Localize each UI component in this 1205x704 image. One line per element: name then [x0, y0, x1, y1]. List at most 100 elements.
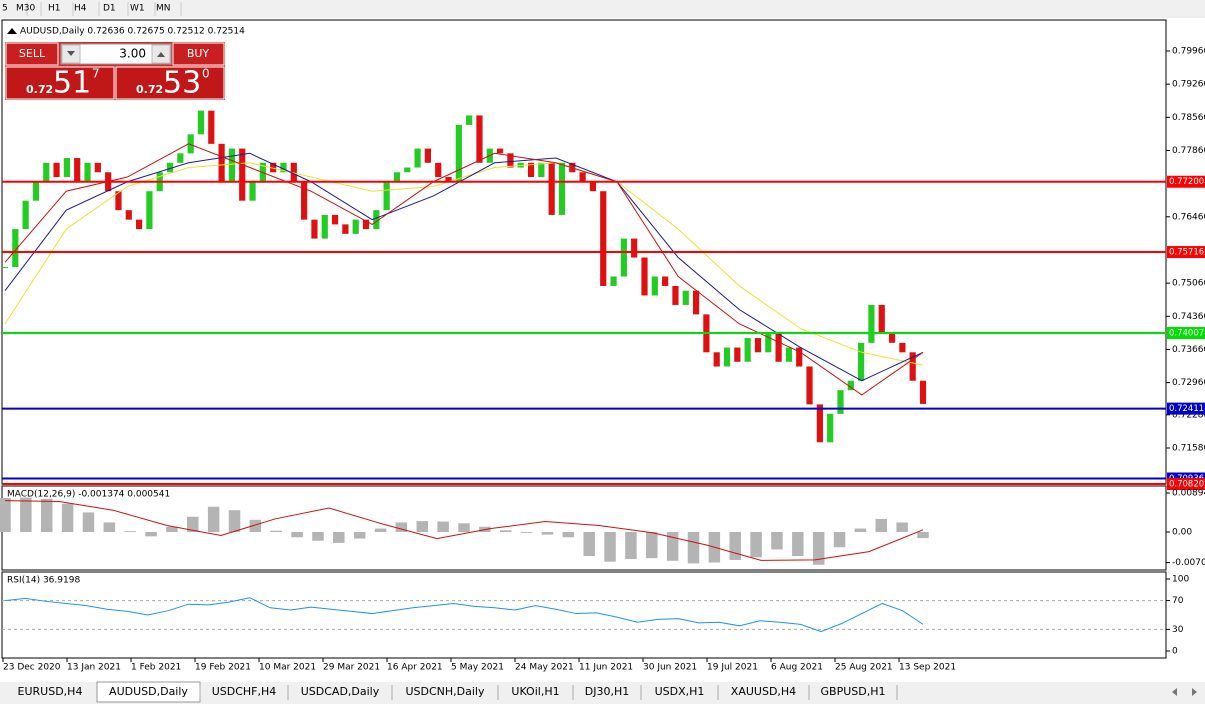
tab[interactable]: USDX,H1 [655, 685, 705, 698]
candle [301, 181, 308, 220]
up-icon [157, 52, 165, 57]
candle [94, 162, 101, 173]
sell-price-big: 51 [53, 66, 91, 101]
timeframe-button[interactable]: MN [156, 4, 171, 14]
candle [84, 162, 91, 182]
moving-average [4, 143, 924, 396]
candle [125, 210, 132, 220]
candle [909, 352, 916, 381]
sell-button[interactable] [5, 42, 59, 66]
candle [63, 158, 70, 178]
down-icon [67, 51, 75, 56]
rsi-header: RSI(14) 36.9198 [7, 576, 80, 586]
date-label: 6 Aug 2021 [771, 663, 823, 673]
candle [424, 148, 431, 163]
candle [847, 380, 854, 391]
date-label: 1 Feb 2021 [131, 663, 181, 673]
moving-average [4, 162, 924, 366]
tab[interactable]: XAUUSD,H4 [731, 685, 796, 698]
tab[interactable]: GBPUSD,H1 [821, 685, 886, 698]
macd-bar [270, 530, 282, 533]
macd-bar [499, 530, 512, 533]
tab[interactable]: USDCAD,Daily [301, 685, 380, 698]
macd-bar [103, 522, 116, 533]
level-label-box [1167, 478, 1205, 490]
macd-bar [20, 497, 32, 533]
rsi-pane [1, 571, 1167, 659]
macd-bar [917, 532, 929, 539]
candle [868, 304, 875, 343]
level-label: 0.77200 [1169, 177, 1204, 187]
volume-value[interactable]: 3.00 [119, 47, 146, 61]
candle [135, 219, 143, 230]
buy-price-prefix: 0.72 [136, 83, 163, 96]
macd-bar [61, 503, 74, 533]
tab-scroll-left[interactable] [1172, 688, 1177, 696]
tab[interactable]: USDCNH,Daily [405, 685, 485, 698]
candle [589, 181, 597, 192]
timeframe-button[interactable]: M30 [16, 4, 35, 14]
tab[interactable]: DJ30,H1 [585, 685, 629, 698]
macd-bar [625, 532, 637, 560]
tab[interactable]: EURUSD,H4 [18, 685, 83, 698]
candle [476, 115, 483, 163]
date-label: 5 May 2021 [451, 663, 504, 673]
tab[interactable]: UKOil,H1 [511, 685, 559, 698]
date-label: 29 Mar 2021 [323, 663, 380, 673]
macd-bar [812, 532, 825, 565]
volume-input[interactable] [60, 43, 172, 65]
buy-button[interactable] [172, 42, 225, 66]
tab-scroll-right[interactable] [1192, 688, 1197, 696]
sell-label[interactable]: SELL [19, 47, 46, 60]
candle [713, 352, 720, 367]
candle [414, 148, 421, 168]
candle [641, 257, 648, 296]
macd-bar [207, 506, 220, 533]
buy-price-box[interactable] [115, 66, 225, 100]
tab[interactable]: USDCHF,H4 [212, 685, 277, 698]
macd-bar [437, 521, 449, 533]
candle [362, 219, 370, 230]
timeframe-button[interactable]: W1 [130, 4, 145, 14]
macd-bar [729, 532, 741, 560]
timeframe-button[interactable]: H4 [74, 4, 87, 14]
rsi-tick-label: 100 [1172, 574, 1189, 584]
candle [600, 191, 607, 286]
macd-bar [291, 532, 303, 538]
macd-bar [82, 512, 95, 533]
rsi-tick-label: 30 [1172, 625, 1184, 635]
timeframe-button[interactable]: 5 [2, 4, 8, 14]
level-label: 0.70820 [1169, 480, 1204, 490]
candle [579, 172, 586, 182]
candle [177, 153, 184, 163]
macd-bar [0, 497, 11, 533]
candle [321, 214, 328, 239]
candle [919, 380, 927, 404]
candle [187, 134, 194, 154]
macd-tick-label: 0.00 [1172, 528, 1192, 538]
tab[interactable]: AUDUSD,Daily [109, 685, 188, 698]
macd-bar [40, 498, 53, 533]
macd-bar [166, 526, 178, 533]
timeframe-button[interactable]: D1 [103, 4, 116, 14]
candle [497, 148, 504, 154]
candle [651, 276, 658, 296]
macd-bar [604, 532, 616, 562]
collapse-icon[interactable] [7, 28, 17, 34]
timeframe-button[interactable]: H1 [48, 4, 61, 14]
candle [32, 181, 40, 201]
candle [239, 148, 246, 201]
candle [331, 214, 339, 225]
buy-label[interactable]: BUY [187, 47, 210, 60]
candle [837, 390, 844, 414]
candle [548, 162, 555, 215]
sell-price-box[interactable] [5, 66, 115, 100]
macd-bar [249, 519, 262, 533]
